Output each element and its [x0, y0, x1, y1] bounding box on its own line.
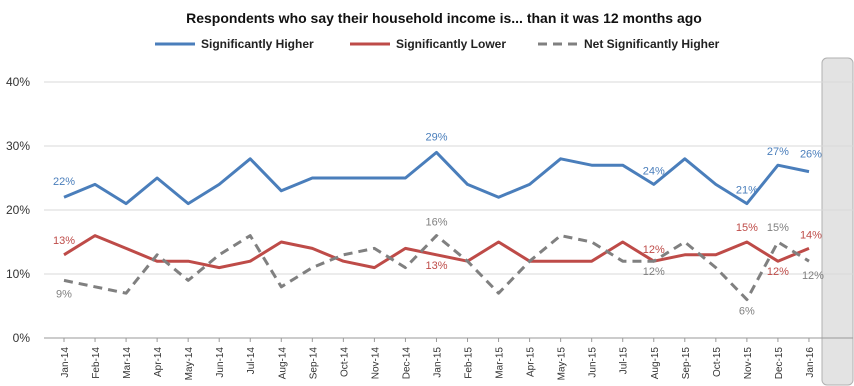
chart-title: Respondents who say their household inco… [186, 10, 702, 26]
data-label: 24% [643, 165, 665, 177]
x-tick-label: Jun-15 [588, 347, 599, 378]
x-tick-label: Nov-14 [370, 347, 381, 380]
x-tick-label: Oct-15 [712, 347, 723, 377]
y-tick-label: 20% [6, 203, 30, 217]
legend-label-1: Significantly Higher [201, 37, 314, 51]
data-label: 29% [425, 131, 447, 143]
x-tick-label: Jul-15 [619, 347, 630, 375]
x-tick-label: Apr-14 [153, 347, 164, 377]
legend-label-2: Significantly Lower [396, 37, 506, 51]
x-tick-label: Oct-14 [339, 347, 350, 377]
x-tick-label: Feb-15 [464, 347, 475, 379]
data-label: 15% [736, 222, 758, 234]
data-labels: 22% 29% 24% 21% 27% 26% 13% 13% 12% 15% 12% 14% 9% 16… [53, 131, 824, 317]
data-label: 22% [53, 176, 75, 188]
y-tick-label: 40% [6, 75, 30, 89]
x-tick-label: Sep-14 [308, 347, 319, 380]
x-tick-label: Feb-14 [91, 347, 102, 379]
data-label: 13% [53, 235, 75, 247]
data-label: 12% [643, 244, 665, 256]
data-label: 21% [736, 185, 758, 197]
data-label: 13% [425, 260, 447, 272]
x-tick-label: Mar-15 [495, 347, 506, 379]
data-label: 14% [800, 229, 822, 241]
data-label: 12% [643, 266, 665, 278]
legend-label-3: Net Significantly Higher [584, 37, 720, 51]
data-label: 12% [767, 266, 789, 278]
series-line-1 [63, 150, 810, 206]
x-tick-label: Mar-14 [122, 347, 133, 379]
x-tick-label: Sep-15 [681, 347, 692, 380]
legend: Significantly Higher Significantly Lower N… [155, 37, 720, 51]
data-label: 16% [425, 217, 447, 229]
y-tick-label: 10% [6, 267, 30, 281]
data-label: 12% [802, 270, 824, 282]
y-tick-label: 30% [6, 139, 30, 153]
y-axis: 0% 10% 20% 30% 40% [6, 75, 30, 345]
x-axis: Jan-14 Feb-14 Mar-14 Apr-14 May-14 Jun-14 Jul-… [60, 338, 816, 380]
series-line-2 [63, 234, 810, 270]
x-tick-label: Nov-15 [743, 347, 754, 380]
x-tick-label: Aug-14 [277, 347, 288, 380]
data-label: 15% [767, 222, 789, 234]
data-label: 6% [739, 306, 755, 318]
data-label: 26% [800, 149, 822, 161]
x-tick-label: Dec-14 [401, 347, 412, 380]
x-tick-label: Jan-14 [60, 347, 71, 378]
x-tick-label: Jan-16 [805, 347, 816, 378]
grid [44, 81, 853, 339]
x-tick-label: Aug-15 [650, 347, 661, 380]
data-label: 27% [767, 146, 789, 158]
x-tick-label: Dec-15 [774, 347, 785, 380]
x-tick-label: May-15 [557, 347, 568, 381]
x-tick-label: Jan-15 [432, 347, 443, 378]
series-lines [63, 150, 810, 302]
x-tick-label: May-14 [184, 347, 195, 381]
series-line-3 [63, 234, 810, 302]
x-tick-label: Apr-15 [526, 347, 537, 377]
y-tick-label: 0% [13, 331, 31, 345]
x-tick-label: Jun-14 [215, 347, 226, 378]
data-label: 9% [56, 288, 72, 300]
highlight-band [821, 57, 854, 386]
x-tick-label: Jul-14 [246, 347, 257, 375]
